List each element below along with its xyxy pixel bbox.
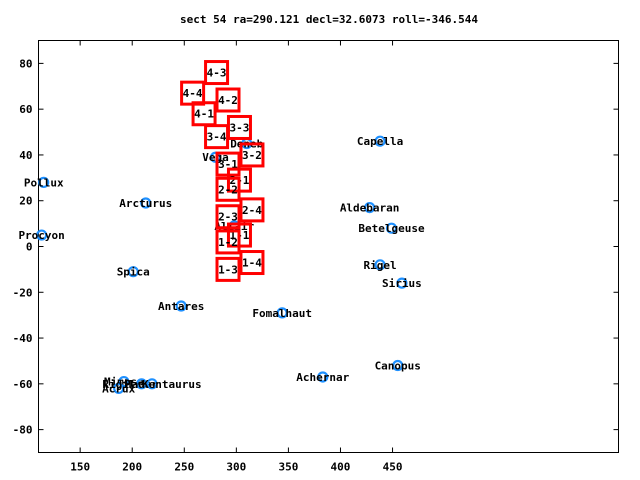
x-tick-label: 300 [226,461,246,474]
y-tick-label: 60 [19,103,32,116]
sector-box-label: 1-3 [218,263,238,276]
star-point [146,378,158,390]
x-tick-label: 200 [122,461,142,474]
sector-box [215,87,241,113]
x-tick-label: 400 [331,461,351,474]
star-label: Procyon [18,229,64,242]
x-tick-label: 350 [278,461,298,474]
sector-box-label: 3-3 [230,121,250,134]
star-label: Pollux [24,176,64,189]
star-point [118,375,130,388]
star-label: Rigel [363,259,396,272]
star-label: Arcturus [119,197,172,210]
star-label: Capella [357,135,403,148]
sector-box-label: 3-4 [207,131,227,144]
sector-box-label: 2-3 [218,211,238,224]
sector-box [215,256,241,282]
y-tick-label: -60 [13,378,33,391]
star-point [385,222,398,234]
sector-box-label: 1-2 [218,236,238,249]
star-point [140,197,152,209]
star-point [374,135,386,147]
star-label: Sirius [382,277,422,290]
sector-box-label: 2-4 [242,204,262,217]
star-point [175,300,187,312]
star-point [374,259,386,271]
star-point [276,307,288,319]
y-tick-label: 20 [19,195,32,208]
sector-box [239,197,265,223]
y-tick-label: 40 [19,149,32,162]
star-label: Rigil Kentaurus [102,378,201,391]
x-tick-label: 250 [174,461,194,474]
x-tick-label: 450 [383,461,403,474]
star-label: Aldebaran [340,202,400,215]
sector-boxes: 4-34-44-24-13-33-43-23-12-12-22-42-31-11… [180,60,265,282]
sector-box [215,176,241,202]
y-tick-label: -80 [13,424,33,437]
star-label: Canopus [375,360,421,373]
sector-box-label: 3-2 [242,149,262,162]
sector-box-label: 4-3 [207,67,227,80]
y-tick-label: -40 [13,332,33,345]
sector-box-label: 4-4 [183,87,203,100]
axes: 150 200 250 300 350 400 450 -80 -60 -40 -20 0 20 40 60… [13,40,619,474]
star-label: Spica [117,266,150,279]
sector-box-label: 1-4 [242,257,262,270]
y-tick-label: -20 [13,286,33,299]
y-tick-label: 0 [26,241,33,254]
star-label: Antares [158,300,204,313]
star-point [364,201,376,214]
star-point [113,382,125,395]
sector-box [204,60,230,86]
star-label: Betelgeuse [358,222,425,235]
y-tick-label: 80 [19,57,32,70]
sector-box [204,124,230,150]
sector-box [239,142,265,168]
star-point [36,229,48,241]
sector-box [239,250,265,276]
star-point [38,176,50,189]
star-label: Mimosa [104,376,144,389]
sector-box-label: 2-2 [218,183,238,196]
sector-box [215,229,241,255]
star-point [317,371,329,383]
sector-box-label: 4-1 [194,108,214,121]
star-point [396,277,408,289]
star-label: Acrux [102,382,135,395]
star-point [135,378,148,390]
sector-box-label: 4-2 [218,94,238,107]
chart-title: sect 54 ra=290.121 decl=32.6073 roll=-34… [180,13,478,26]
star-label: Achernar [296,371,349,384]
star-label: Fomalhaut [252,307,312,320]
x-tick-label: 150 [70,461,90,474]
stars: PolluxProcyonArcturusSpicaAntaresVegaDen… [18,135,425,395]
star-point [392,359,404,372]
star-point [127,266,139,278]
